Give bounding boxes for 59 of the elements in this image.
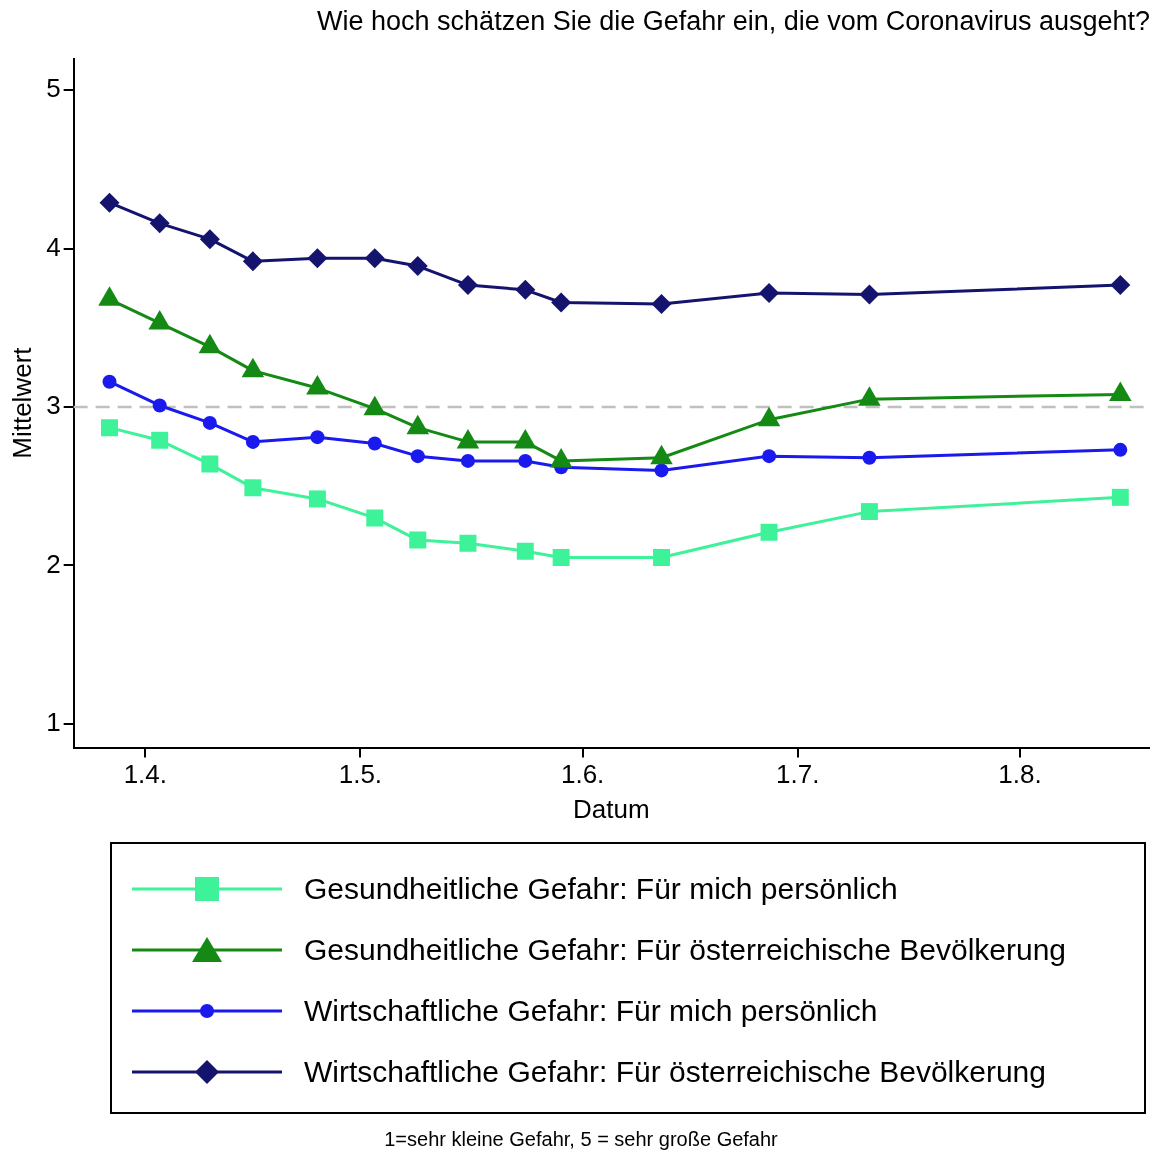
legend-label: Gesundheitliche Gefahr: Für österreichische Bevölkerung bbox=[304, 932, 1067, 967]
point bbox=[410, 449, 425, 464]
point bbox=[459, 534, 477, 552]
point bbox=[653, 549, 670, 567]
y-tick-label: 4 bbox=[46, 231, 61, 262]
point bbox=[518, 453, 533, 468]
legend-label: Wirtschaftliche Gefahr: Für österreichische Bevölkerung bbox=[304, 1054, 1046, 1089]
point bbox=[367, 436, 382, 451]
text: 1=sehr kleine Gefahr, 5 = sehr große Gefahr bbox=[383, 1128, 779, 1151]
y-tick-label: 2 bbox=[46, 548, 61, 579]
point bbox=[460, 453, 475, 468]
point bbox=[860, 503, 878, 521]
point bbox=[101, 419, 118, 437]
y-tick-label: 3 bbox=[46, 390, 61, 421]
point bbox=[201, 455, 219, 473]
point bbox=[457, 275, 478, 296]
x-tick-label: 1.7. bbox=[776, 759, 820, 790]
point bbox=[149, 213, 170, 234]
point bbox=[516, 542, 534, 560]
point bbox=[308, 490, 326, 508]
y-tick-label: 1 bbox=[46, 707, 61, 738]
point bbox=[515, 279, 536, 300]
x-tick-label: 1.8. bbox=[998, 759, 1042, 790]
point bbox=[654, 463, 669, 478]
point bbox=[759, 283, 780, 304]
point bbox=[651, 294, 672, 315]
point bbox=[1113, 442, 1128, 457]
point bbox=[366, 509, 384, 527]
point bbox=[1110, 275, 1131, 296]
point bbox=[242, 251, 263, 272]
y-tick-label: 5 bbox=[46, 73, 61, 104]
point bbox=[552, 549, 570, 567]
point bbox=[99, 192, 120, 213]
x-tick-label: 1.4. bbox=[123, 759, 168, 790]
point bbox=[307, 248, 328, 269]
point bbox=[245, 434, 260, 449]
legend-label: Wirtschaftliche Gefahr: Für mich persönlich bbox=[304, 993, 878, 1028]
x-tick-label: 1.5. bbox=[338, 759, 383, 790]
point bbox=[310, 430, 325, 445]
point bbox=[202, 415, 217, 430]
point bbox=[244, 479, 262, 497]
point bbox=[364, 248, 385, 269]
point bbox=[409, 531, 427, 549]
point bbox=[199, 229, 220, 250]
point bbox=[102, 374, 117, 389]
legend-label: Gesundheitliche Gefahr: Für mich persönlich bbox=[304, 871, 898, 906]
y-axis-title: Mittelwert bbox=[6, 346, 37, 459]
point bbox=[1111, 488, 1129, 506]
point bbox=[760, 523, 778, 541]
chart-title: Wie hoch schätzen Sie die Gefahr ein, die vom Coronavirus ausgeht? bbox=[316, 6, 1151, 37]
x-axis-title: Datum bbox=[573, 793, 650, 824]
point bbox=[762, 449, 777, 464]
x-tick-label: 1.6. bbox=[560, 759, 605, 790]
point bbox=[152, 398, 167, 413]
point bbox=[551, 292, 572, 313]
point bbox=[407, 256, 428, 277]
point bbox=[151, 431, 169, 449]
point bbox=[859, 284, 880, 305]
point bbox=[862, 450, 877, 465]
